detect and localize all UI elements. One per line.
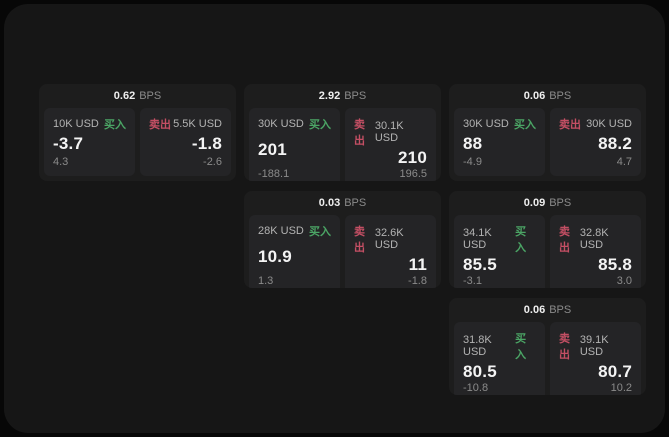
buy-panel[interactable]: 28K USD 买入 10.9 1.3 (249, 215, 340, 288)
sell-price: 210 (398, 148, 427, 167)
spread-value: 2.92 (318, 90, 341, 102)
quote-panels: 10K USD 买入 -3.7 4.3 卖出 5.5K USD -1.8 -2.… (39, 108, 236, 181)
sell-amount-label: 32.6K USD (374, 227, 404, 251)
sell-price: 11 (408, 255, 427, 274)
buy-side-label: 买入 (309, 226, 331, 238)
buy-delta: 4.3 (53, 156, 69, 168)
buy-price: -3.7 (53, 134, 84, 153)
sell-delta: -1.8 (408, 275, 427, 287)
buy-panel[interactable]: 30K USD 买入 88 -4.9 (454, 108, 545, 176)
quote-card: 2.92 BPS 30K USD 买入 201 -188.1 卖出 30.1K … (244, 84, 441, 181)
buy-amount-label: 30K USD (463, 118, 509, 130)
sell-side-label: 卖出 (354, 119, 365, 147)
quote-panels: 31.8K USD 买入 80.5 -10.8 卖出 39.1K USD 80.… (449, 322, 646, 395)
sell-amount-label: 30K USD (586, 118, 632, 130)
buy-price: 85.5 (463, 255, 497, 274)
sell-delta: -2.6 (203, 156, 222, 168)
sell-side-label: 卖出 (559, 226, 570, 254)
sell-panel[interactable]: 卖出 5.5K USD -1.8 -2.6 (140, 108, 231, 176)
buy-delta: -188.1 (258, 168, 290, 180)
spread-header: 0.06 BPS (449, 298, 646, 322)
buy-amount-label: 34.1K USD (463, 227, 492, 251)
quote-card: 0.62 BPS 10K USD 买入 -3.7 4.3 卖出 5.5K USD… (39, 84, 236, 181)
sell-panel[interactable]: 卖出 30.1K USD 210 196.5 (345, 108, 436, 181)
buy-delta: -4.9 (463, 156, 482, 168)
app-window: 0.62 BPS 10K USD 买入 -3.7 4.3 卖出 5.5K USD… (4, 4, 665, 433)
buy-side-label: 买入 (309, 119, 331, 131)
quote-card: 0.09 BPS 34.1K USD 买入 85.5 -3.1 卖出 32.8K… (449, 191, 646, 288)
quote-panels: 30K USD 买入 88 -4.9 卖出 30K USD 88.2 4.7 (449, 108, 646, 181)
buy-amount-label: 31.8K USD (463, 334, 492, 358)
quote-card: 0.06 BPS 31.8K USD 买入 80.5 -10.8 卖出 39.1… (449, 298, 646, 395)
sell-side-label: 卖出 (354, 226, 365, 254)
sell-price: 88.2 (598, 134, 632, 153)
buy-amount-label: 10K USD (53, 118, 99, 130)
sell-delta: 4.7 (616, 156, 632, 168)
sell-price: 80.7 (598, 362, 632, 381)
sell-price: -1.8 (191, 134, 222, 153)
sell-side-label: 卖出 (149, 119, 171, 131)
sell-amount-label: 5.5K USD (173, 118, 222, 130)
buy-panel[interactable]: 30K USD 买入 201 -188.1 (249, 108, 340, 181)
quote-panels: 34.1K USD 买入 85.5 -3.1 卖出 32.8K USD 85.8… (449, 215, 646, 288)
sell-panel[interactable]: 卖出 32.8K USD 85.8 3.0 (550, 215, 641, 288)
quote-panels: 28K USD 买入 10.9 1.3 卖出 32.6K USD 11 -1.8 (244, 215, 441, 288)
spread-unit-label: BPS (344, 90, 367, 102)
quote-card: 0.06 BPS 30K USD 买入 88 -4.9 卖出 30K USD 8… (449, 84, 646, 181)
buy-panel[interactable]: 34.1K USD 买入 85.5 -3.1 (454, 215, 545, 288)
sell-delta: 3.0 (616, 275, 632, 287)
sell-side-label: 卖出 (559, 333, 570, 361)
spread-unit-label: BPS (549, 90, 572, 102)
sell-panel[interactable]: 卖出 39.1K USD 80.7 10.2 (550, 322, 641, 395)
sell-side-label: 卖出 (559, 119, 581, 131)
quote-cards-grid: 0.62 BPS 10K USD 买入 -3.7 4.3 卖出 5.5K USD… (39, 84, 646, 395)
sell-amount-label: 30.1K USD (374, 120, 404, 144)
buy-amount-label: 28K USD (258, 225, 304, 237)
quote-panels: 30K USD 买入 201 -188.1 卖出 30.1K USD 210 1… (244, 108, 441, 181)
spread-value: 0.06 (523, 304, 546, 316)
buy-side-label: 买入 (515, 333, 527, 361)
spread-header: 0.62 BPS (39, 84, 236, 108)
buy-side-label: 买入 (104, 119, 126, 131)
buy-delta: -3.1 (463, 275, 482, 287)
spread-header: 0.09 BPS (449, 191, 646, 215)
buy-amount-label: 30K USD (258, 118, 304, 130)
spread-value: 0.03 (318, 197, 341, 209)
spread-value: 0.09 (523, 197, 546, 209)
buy-price: 10.9 (258, 247, 292, 266)
sell-price: 85.8 (598, 255, 632, 274)
spread-unit-label: BPS (549, 304, 572, 316)
sell-delta: 10.2 (610, 382, 632, 394)
spread-unit-label: BPS (139, 90, 162, 102)
buy-price: 201 (258, 140, 287, 159)
spread-unit-label: BPS (344, 197, 367, 209)
sell-panel[interactable]: 卖出 32.6K USD 11 -1.8 (345, 215, 436, 288)
spread-header: 0.03 BPS (244, 191, 441, 215)
spread-value: 0.62 (113, 90, 136, 102)
sell-amount-label: 39.1K USD (579, 334, 609, 358)
sell-panel[interactable]: 卖出 30K USD 88.2 4.7 (550, 108, 641, 176)
spread-header: 0.06 BPS (449, 84, 646, 108)
buy-price: 88 (463, 134, 483, 153)
buy-delta: 1.3 (258, 275, 274, 287)
buy-delta: -10.8 (463, 382, 489, 394)
quote-card: 0.03 BPS 28K USD 买入 10.9 1.3 卖出 32.6K US… (244, 191, 441, 288)
buy-side-label: 买入 (514, 119, 536, 131)
buy-side-label: 买入 (515, 226, 527, 254)
spread-unit-label: BPS (549, 197, 572, 209)
spread-value: 0.06 (523, 90, 546, 102)
sell-delta: 196.5 (399, 168, 427, 180)
spread-header: 2.92 BPS (244, 84, 441, 108)
buy-panel[interactable]: 10K USD 买入 -3.7 4.3 (44, 108, 135, 176)
buy-price: 80.5 (463, 362, 497, 381)
buy-panel[interactable]: 31.8K USD 买入 80.5 -10.8 (454, 322, 545, 395)
sell-amount-label: 32.8K USD (579, 227, 609, 251)
